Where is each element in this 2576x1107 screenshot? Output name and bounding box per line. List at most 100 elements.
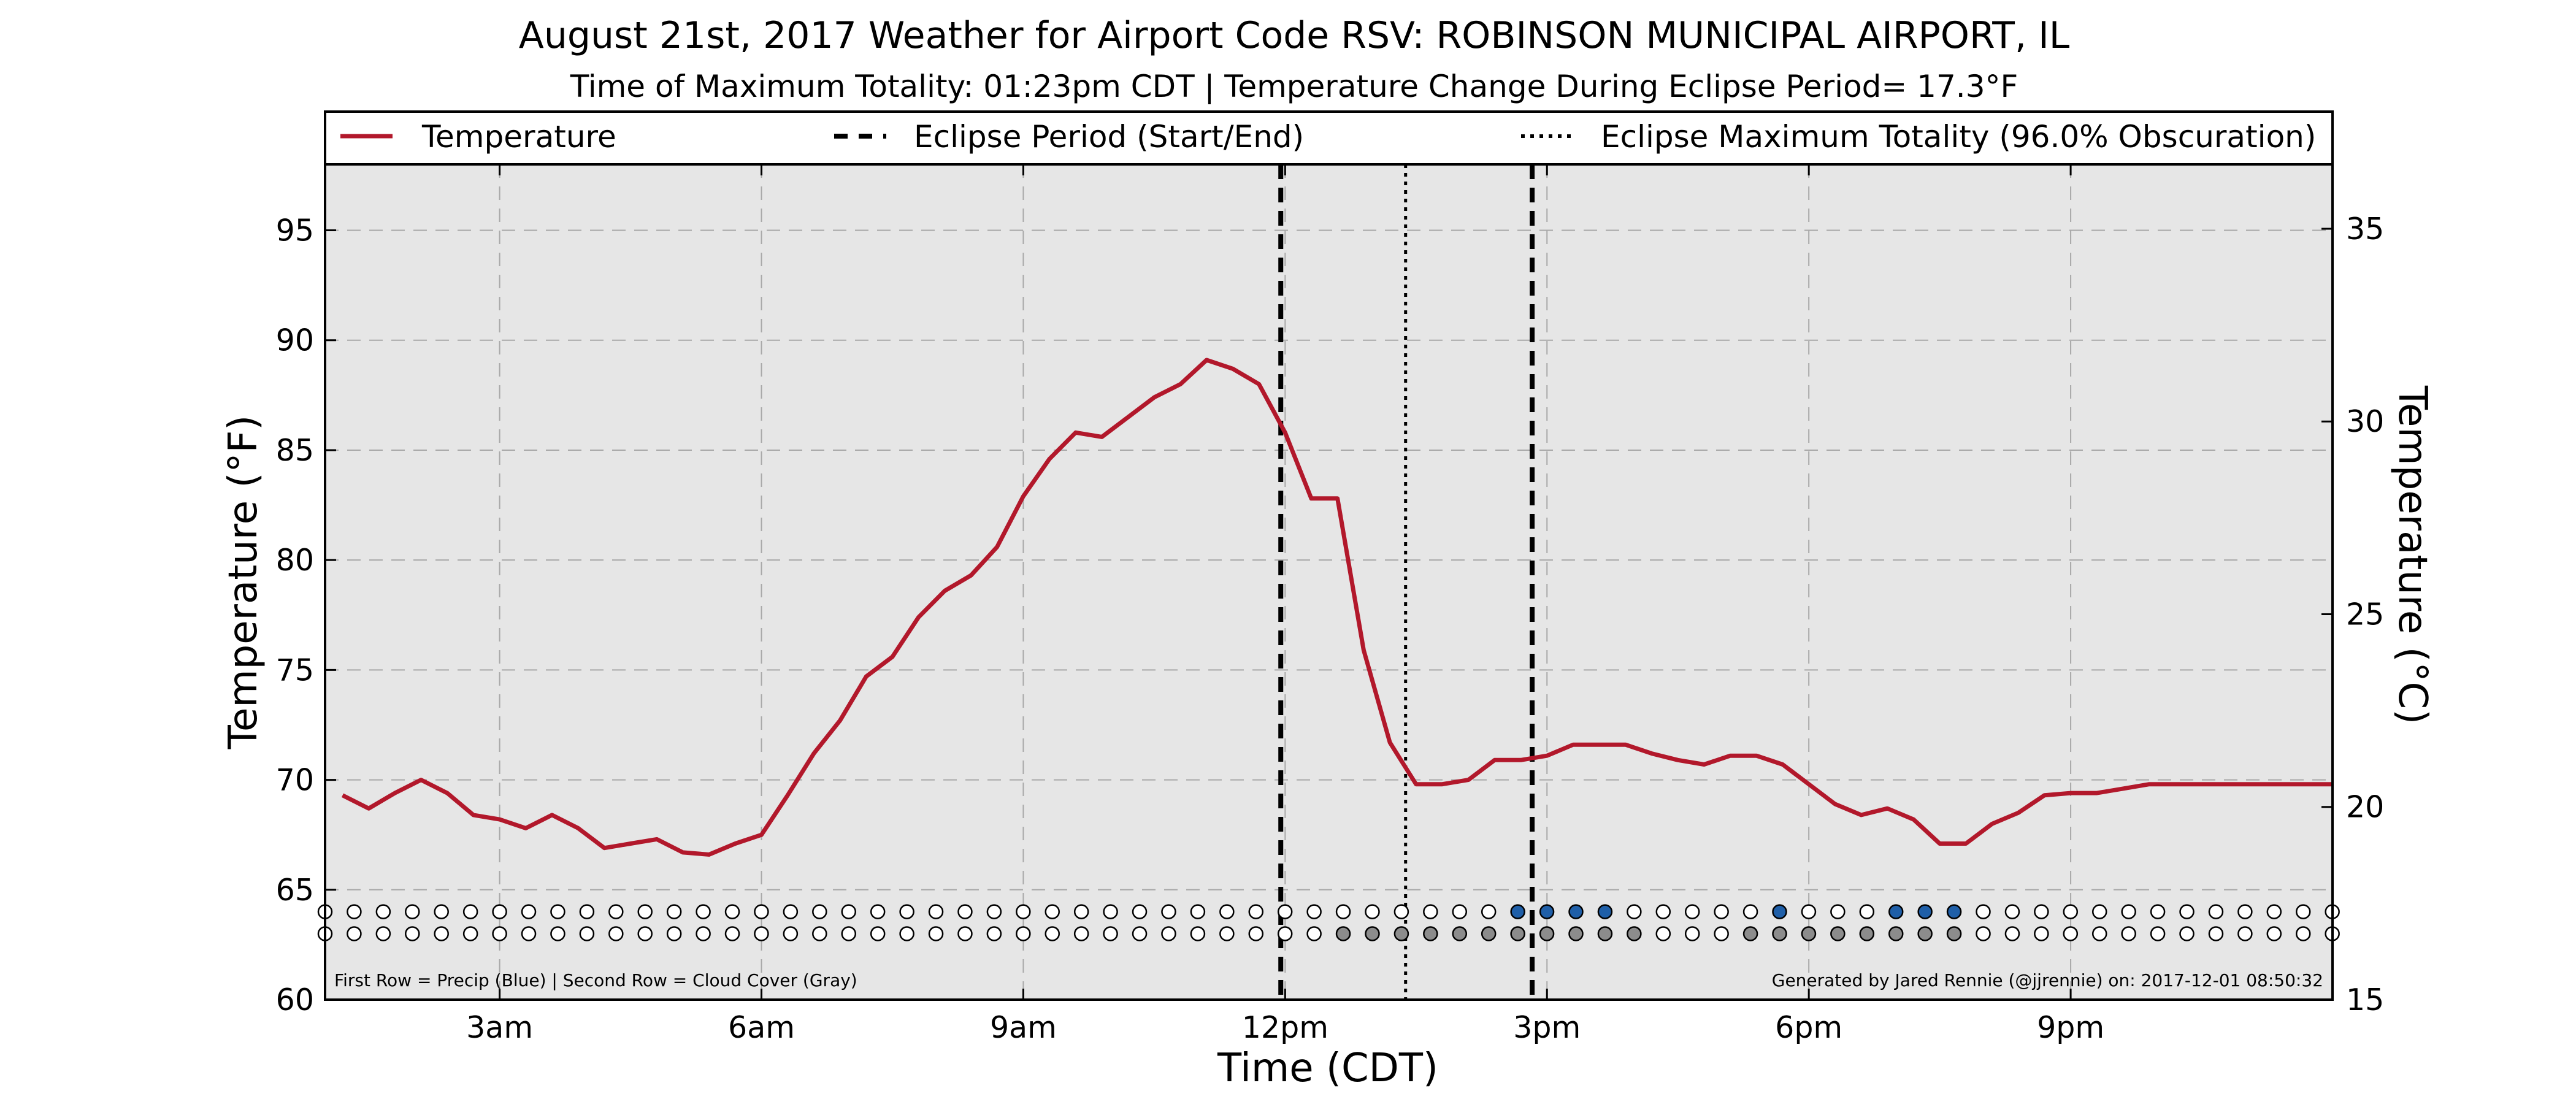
cloud-dot — [1045, 926, 1060, 941]
cloud-dot — [724, 926, 740, 941]
cloud-dot — [2295, 926, 2311, 941]
grid — [325, 164, 2333, 1000]
precip-dot — [1568, 904, 1584, 919]
cloud-dot — [637, 926, 653, 941]
chart-subtitle: Time of Maximum Totality: 01:23pm CDT | … — [570, 69, 2018, 104]
cloud-dot — [1917, 926, 1933, 941]
cloud-dot — [347, 926, 362, 941]
precip-dot — [1684, 904, 1700, 919]
cloud-dot — [986, 926, 1002, 941]
precip-dot — [1742, 904, 1758, 919]
precip-dot — [1365, 904, 1380, 919]
y-tick-label: 95 — [276, 213, 314, 248]
cloud-dot — [1393, 926, 1409, 941]
precip-dot — [1393, 904, 1409, 919]
cloud-dot — [608, 926, 624, 941]
eclipse-lines — [1278, 164, 1535, 1000]
cloud-dot — [1597, 926, 1613, 941]
cloud-dot — [1946, 926, 1962, 941]
cloud-dot — [1452, 926, 1468, 941]
footnote-left: First Row = Precip (Blue) | Second Row =… — [334, 970, 857, 990]
y2-tick-label: 35 — [2346, 212, 2384, 247]
precip-dot — [1627, 904, 1642, 919]
legend-label-eclipse-period: Eclipse Period (Start/End) — [914, 119, 1304, 155]
series-line-temperature — [341, 358, 2333, 857]
precip-dot — [1161, 904, 1176, 919]
precip-dot — [1103, 904, 1118, 919]
precip-dot — [1772, 904, 1787, 919]
y-tick-label: 70 — [276, 763, 314, 798]
cloud-dot — [1103, 926, 1118, 941]
precip-dot — [783, 904, 799, 919]
cloud-dot — [492, 926, 507, 941]
y2-tick-label: 20 — [2346, 790, 2384, 825]
footnote-right: Generated by Jared Rennie (@jjrennie) on… — [1772, 970, 2323, 990]
cloud-dot — [1830, 926, 1846, 941]
precip-dot — [1248, 904, 1264, 919]
precip-dot — [1597, 904, 1613, 919]
cloud-dot — [841, 926, 856, 941]
precip-dot — [2208, 904, 2224, 919]
cloud-dot — [1161, 926, 1176, 941]
precip-dot — [1335, 904, 1351, 919]
precip-dot — [1016, 904, 1031, 919]
precip-dot — [2034, 904, 2049, 919]
cloud-dot — [462, 926, 478, 941]
cloud-dot — [812, 926, 827, 941]
indicator-rows — [317, 904, 2340, 941]
y-tick-label: 60 — [276, 983, 314, 1017]
x-tick-label: 6pm — [1775, 1010, 1842, 1045]
cloud-dot — [2237, 926, 2253, 941]
cloud-dot — [2121, 926, 2136, 941]
precip-dot — [347, 904, 362, 919]
cloud-dot — [928, 926, 944, 941]
precip-dot — [899, 904, 914, 919]
precip-dot — [550, 904, 565, 919]
y-tick-label: 65 — [276, 873, 314, 908]
cloud-dot — [1801, 926, 1817, 941]
cloud-dot — [1976, 926, 1991, 941]
cloud-dot — [1248, 926, 1264, 941]
precip-dot — [2295, 904, 2311, 919]
precip-dot — [957, 904, 973, 919]
cloud-dot — [1568, 926, 1584, 941]
cloud-dot — [405, 926, 420, 941]
precip-dot — [986, 904, 1002, 919]
precip-dot — [637, 904, 653, 919]
x-axis-label: Time (CDT) — [1217, 1046, 1438, 1091]
precip-dot — [1655, 904, 1671, 919]
y2-tick-label: 30 — [2346, 404, 2384, 439]
x-tick-label: 12pm — [1242, 1010, 1328, 1045]
cloud-dot — [1132, 926, 1148, 941]
cloud-dot — [579, 926, 595, 941]
precip-dot — [1423, 904, 1438, 919]
cloud-dot — [1481, 926, 1497, 941]
cloud-dot — [1016, 926, 1031, 941]
y-tick-label: 85 — [276, 433, 314, 468]
cloud-dot — [2063, 926, 2079, 941]
precip-dot — [1859, 904, 1875, 919]
y-axis: 60 65 70 75 80 85 90 95 — [276, 213, 336, 1017]
precip-dot — [666, 904, 682, 919]
cloud-dot — [899, 926, 914, 941]
precip-dot — [1132, 904, 1148, 919]
chart-title: August 21st, 2017 Weather for Airport Co… — [519, 14, 2070, 57]
cloud-dot — [2004, 926, 2020, 941]
cloud-dot — [1772, 926, 1787, 941]
cloud-dot — [870, 926, 886, 941]
x-tick-label: 3pm — [1513, 1010, 1581, 1045]
precip-dot — [870, 904, 886, 919]
cloud-dot — [1655, 926, 1671, 941]
precip-dot — [1510, 904, 1525, 919]
precip-dot — [1190, 904, 1206, 919]
cloud-dot — [1190, 926, 1206, 941]
series-layer — [341, 358, 2333, 857]
precip-dot — [928, 904, 944, 919]
y-tick-label: 90 — [276, 323, 314, 358]
cloud-dot — [2208, 926, 2224, 941]
precip-dot — [375, 904, 391, 919]
cloud-dot — [1335, 926, 1351, 941]
cloud-dot — [1539, 926, 1555, 941]
